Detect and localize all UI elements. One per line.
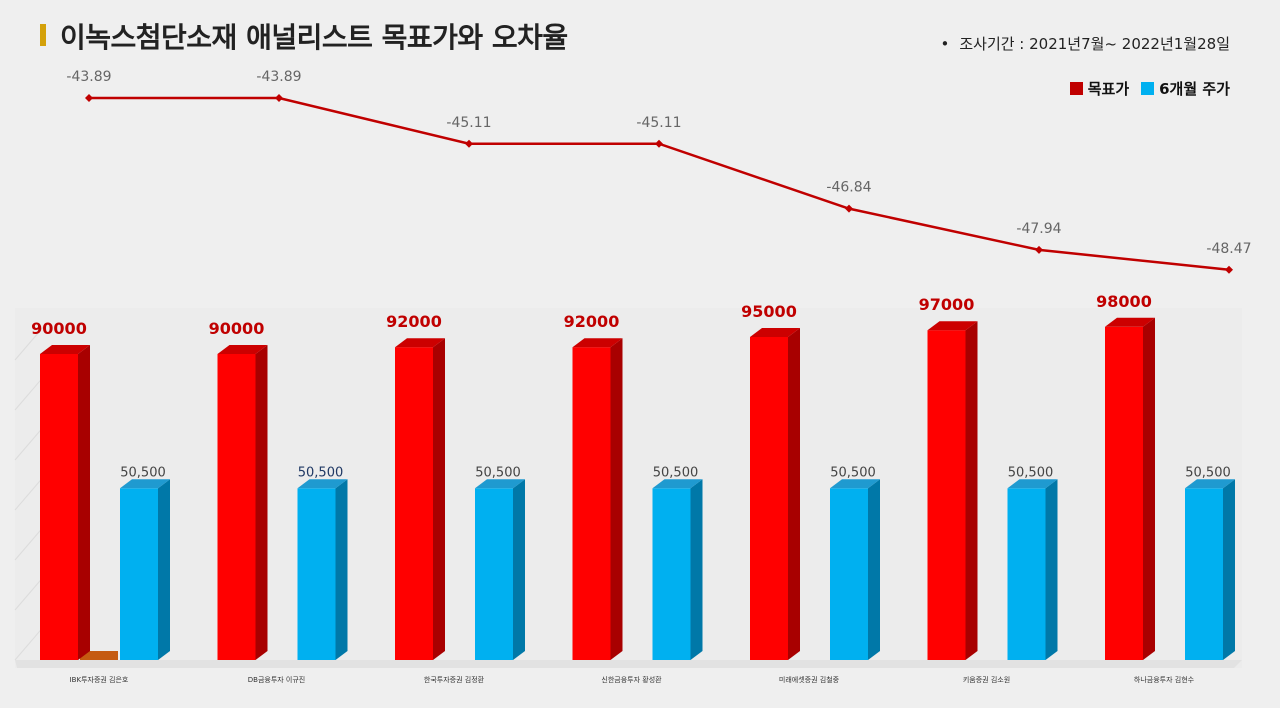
target-bar-front: [750, 337, 788, 660]
price-bar-front: [297, 488, 336, 660]
target-bar-top: [750, 328, 800, 337]
title-accent-bar: [40, 24, 46, 46]
bullet-icon: •: [940, 35, 950, 53]
price-bar-side: [335, 479, 348, 660]
error-rate-label: -48.47: [1206, 241, 1251, 257]
legend-item-price: 6개월 주가: [1141, 78, 1230, 99]
error-rate-label: -45.11: [636, 115, 681, 131]
error-rate-point: [1035, 245, 1043, 254]
target-bar-top: [40, 345, 90, 354]
target-bar-side: [788, 328, 800, 660]
error-rate-point: [845, 204, 853, 213]
target-bar-side: [965, 321, 978, 660]
target-bar-side: [255, 345, 268, 660]
error-rate-label: -43.89: [256, 69, 301, 85]
survey-period: • 조사기간 : 2021년7월~ 2022년1월28일: [940, 33, 1230, 54]
target-bar-front: [217, 354, 256, 660]
target-bar-top: [217, 345, 268, 354]
target-bar-top: [927, 321, 978, 331]
category-label: 하나금융투자 김현수: [1134, 675, 1195, 684]
chart-title: 이녹스첨단소재 애널리스트 목표가와 오차율: [60, 21, 568, 54]
error-rate-point: [275, 94, 283, 102]
target-value-label: 92000: [386, 312, 442, 331]
error-rate-label: -45.11: [446, 115, 491, 131]
target-bar-side: [1143, 317, 1155, 660]
legend-label-price: 6개월 주가: [1159, 80, 1230, 98]
category-label: IBK투자증권 김은호: [70, 675, 129, 684]
price-bar-side: [1223, 479, 1235, 660]
target-bar-top: [572, 338, 623, 348]
price-bar-side: [690, 479, 703, 660]
legend-swatch-price: [1141, 82, 1155, 95]
target-bar-front: [1105, 326, 1143, 660]
price-value-label: 50,500: [475, 465, 521, 480]
price-bar-front: [1007, 488, 1046, 660]
price-bar-side: [1045, 479, 1058, 660]
category-label: 미래에셋증권 김철중: [779, 675, 840, 684]
price-bar-top: [475, 479, 525, 489]
target-value-label: 90000: [31, 319, 87, 338]
legend-swatch-target: [1069, 82, 1083, 95]
legend: 목표가 6개월 주가: [1069, 78, 1230, 99]
category-label: DB금융투자 이규진: [248, 675, 306, 684]
legend-label-target: 목표가: [1087, 80, 1130, 98]
target-bar-side: [433, 338, 445, 660]
price-value-label: 50,500: [1008, 465, 1054, 480]
price-bar-front: [1185, 488, 1223, 660]
target-bar-front: [40, 354, 78, 660]
error-rate-point: [655, 139, 663, 148]
target-bar-top: [1105, 317, 1155, 327]
target-value-label: 98000: [1096, 292, 1152, 311]
target-value-label: 95000: [741, 302, 797, 321]
category-label: 신한금융투자 황성환: [601, 675, 662, 684]
price-bar-side: [513, 479, 525, 660]
target-bar-front: [927, 330, 966, 660]
price-bar-top: [830, 479, 880, 489]
price-bar-top: [297, 479, 348, 489]
target-value-label: 97000: [919, 295, 975, 314]
target-bar-top: [395, 338, 445, 348]
price-bar-front: [475, 488, 513, 660]
price-bar-side: [868, 479, 880, 660]
price-value-label: 50,500: [120, 465, 166, 480]
error-rate-label: -46.84: [826, 180, 871, 196]
survey-period-text: 조사기간 : 2021년7월~ 2022년1월28일: [959, 35, 1230, 53]
category-label: 한국투자증권 김정환: [424, 675, 485, 684]
price-bar-side: [158, 479, 170, 660]
legend-item-target: 목표가: [1069, 78, 1130, 99]
price-bar-top: [1185, 479, 1235, 489]
price-bar-front: [830, 488, 868, 660]
price-value-label: 50,500: [830, 465, 876, 480]
gridline: [14, 324, 46, 361]
error-rate-point: [465, 139, 473, 148]
target-bar-front: [572, 347, 611, 660]
error-rate-label: -43.89: [66, 69, 111, 85]
target-value-label: 90000: [209, 319, 265, 338]
price-value-label: 50,500: [653, 465, 699, 480]
price-value-label: 50,500: [1185, 465, 1231, 480]
target-bar-side: [610, 338, 623, 660]
price-value-label: 50,500: [298, 465, 344, 480]
error-rate-label: -47.94: [1016, 221, 1061, 237]
plot-area: [15, 308, 1242, 668]
category-label: 키움증권 김소원: [963, 675, 1010, 684]
price-bar-top: [652, 479, 703, 489]
target-bar-front: [395, 347, 433, 660]
price-bar-front: [652, 488, 691, 660]
error-rate-point: [1225, 265, 1233, 274]
target-value-label: 92000: [564, 312, 620, 331]
floor-accent-bar: [80, 651, 118, 660]
price-bar-top: [1007, 479, 1058, 489]
price-bar-front: [120, 488, 158, 660]
plot-floor: [15, 660, 1242, 668]
target-bar-side: [78, 345, 90, 660]
price-bar-top: [120, 479, 170, 489]
error-rate-point: [85, 94, 93, 102]
